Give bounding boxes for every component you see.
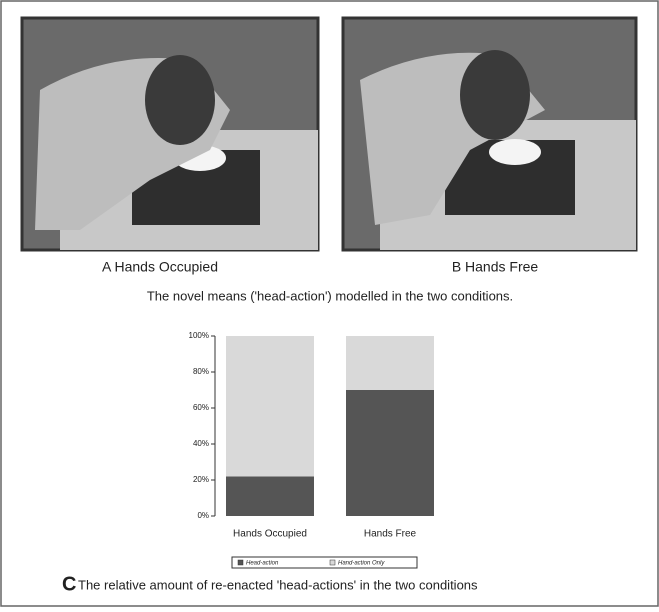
- panel-label: B Hands Free: [452, 259, 539, 275]
- y-tick-label: 100%: [189, 331, 209, 340]
- x-tick-label: Hands Occupied: [233, 529, 307, 540]
- photo-a: [22, 18, 318, 250]
- page: {"panels": [{"label": "A Hands Occupied"…: [0, 0, 659, 607]
- caption: The novel means ('head-action') modelled…: [147, 288, 513, 303]
- figure: A Hands Occupied B Hands Free The novel …: [0, 0, 659, 607]
- x-tick-label: Hands Free: [364, 529, 417, 540]
- bar-segment: [226, 476, 314, 516]
- panel-label: A Hands Occupied: [102, 259, 218, 275]
- legend-label: Hand-action Only: [338, 561, 385, 567]
- y-tick-label: 20%: [193, 475, 209, 484]
- y-tick-label: 60%: [193, 403, 209, 412]
- legend-swatch: [330, 560, 335, 565]
- y-tick-label: 0%: [197, 511, 209, 520]
- bar-segment: [226, 336, 314, 476]
- bar-segment: [346, 390, 434, 516]
- caption: The relative amount of re-enacted 'head-…: [78, 577, 478, 592]
- bar-segment: [346, 336, 434, 390]
- legend-label: Head-action: [246, 561, 279, 567]
- photo-b: [343, 18, 636, 250]
- y-tick-label: 40%: [193, 439, 209, 448]
- y-tick-label: 80%: [193, 367, 209, 376]
- caption-letter: C: [62, 573, 76, 595]
- legend-swatch: [238, 560, 243, 565]
